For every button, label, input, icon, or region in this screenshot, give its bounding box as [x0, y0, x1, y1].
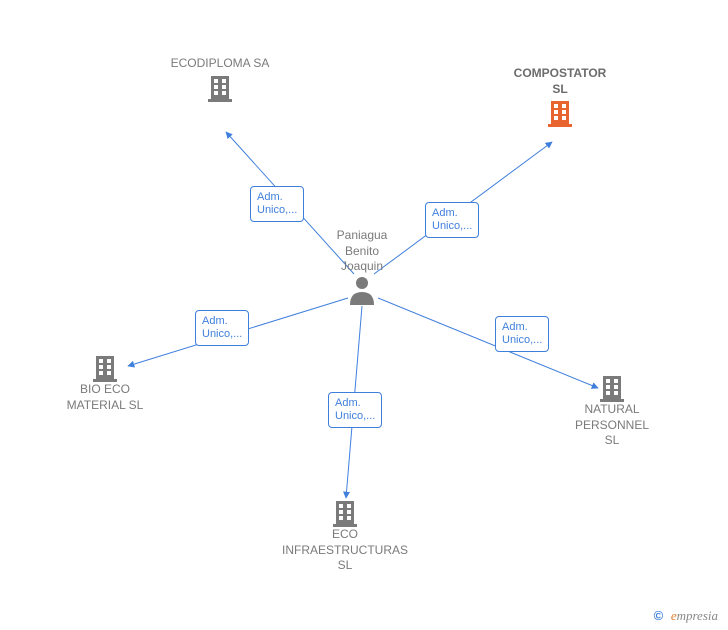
building-icon: [150, 72, 290, 102]
company-label: COMPOSTATORSL: [490, 66, 630, 97]
edge-label-ecoinfra: Adm.Unico,...: [328, 392, 382, 428]
company-node-ecodiploma: ECODIPLOMA SA: [150, 56, 290, 102]
center-person-node: Paniagua Benito Joaquin: [322, 228, 402, 305]
building-icon: [490, 97, 630, 127]
edge-compostator: [374, 142, 552, 274]
building-icon: [35, 352, 175, 382]
watermark: © empresia: [654, 608, 718, 624]
person-icon: [348, 275, 376, 305]
company-label: BIO ECOMATERIAL SL: [35, 382, 175, 413]
edge-label-ecodiploma: Adm.Unico,...: [250, 186, 304, 222]
center-person-label: Paniagua Benito Joaquin: [322, 228, 402, 275]
edge-label-bioeco: Adm.Unico,...: [195, 310, 249, 346]
company-node-bioeco: BIO ECOMATERIAL SL: [35, 352, 175, 413]
edge-bioeco: [128, 298, 348, 366]
diagram-canvas: Paniagua Benito Joaquin ECODIPLOMA SA COM…: [0, 0, 728, 630]
edge-label-compostator: Adm.Unico,...: [425, 202, 479, 238]
edge-label-natural: Adm.Unico,...: [495, 316, 549, 352]
edge-ecoinfra: [346, 306, 362, 498]
company-node-compostator: COMPOSTATORSL: [490, 66, 630, 127]
copyright-symbol: ©: [654, 608, 664, 623]
company-label: ECODIPLOMA SA: [150, 56, 290, 72]
company-label: ECOINFRAESTRUCTURASSL: [275, 527, 415, 574]
company-node-ecoinfra: ECOINFRAESTRUCTURASSL: [275, 497, 415, 574]
edge-natural: [378, 298, 598, 388]
building-icon: [275, 497, 415, 527]
company-node-natural: NATURALPERSONNELSL: [542, 372, 682, 449]
brand-rest: mpresia: [677, 608, 718, 623]
building-icon: [542, 372, 682, 402]
edges-layer: [0, 0, 728, 630]
company-label: NATURALPERSONNELSL: [542, 402, 682, 449]
edge-ecodiploma: [226, 132, 354, 274]
